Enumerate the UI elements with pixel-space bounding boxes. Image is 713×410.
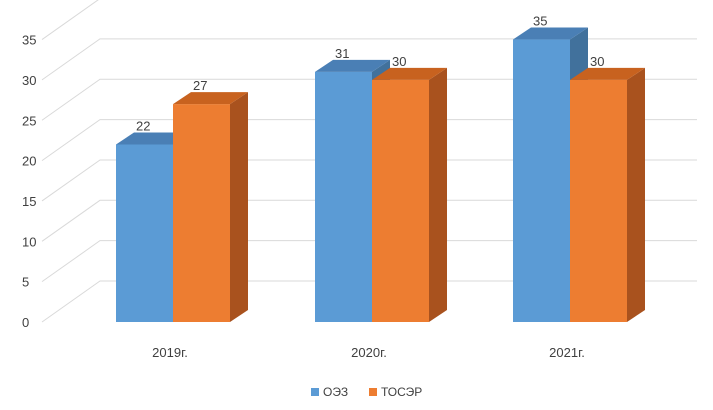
bar-front <box>513 39 570 323</box>
data-label: 31 <box>335 46 349 61</box>
grid-lines <box>41 0 697 323</box>
legend-swatch <box>369 388 377 396</box>
y-tick-label: 5 <box>22 275 29 290</box>
bar: 30 <box>570 54 645 323</box>
gridline <box>41 38 697 81</box>
gridline <box>41 240 697 283</box>
bar-front <box>372 79 429 323</box>
bar-top <box>116 132 191 145</box>
bar-top <box>173 92 248 105</box>
gridline <box>41 0 99 40</box>
x-axis: 2019г. 2020г. 2021г. <box>152 345 585 360</box>
x-tick-label: 2020г. <box>351 345 387 360</box>
legend-item: ОЭЗ <box>311 385 348 399</box>
bars: 22 27 31 30 35 30 <box>116 14 645 323</box>
bar-top <box>513 27 588 40</box>
bar-front <box>116 144 173 322</box>
bar: 30 <box>372 54 447 323</box>
legend-item: ТОСЭР <box>369 385 422 399</box>
data-label: 27 <box>193 78 207 93</box>
gridline <box>41 199 697 242</box>
y-tick-label: 20 <box>22 154 36 169</box>
gridline <box>41 78 697 121</box>
y-tick-label: 15 <box>22 194 36 209</box>
legend: ОЭЗ ТОСЭР <box>311 385 422 399</box>
data-label: 30 <box>590 54 604 69</box>
gridline <box>41 119 697 162</box>
y-axis: 0 5 10 15 20 25 30 35 <box>22 33 36 330</box>
legend-label: ОЭЗ <box>323 385 348 399</box>
gridline <box>41 159 697 202</box>
bar-side <box>230 92 248 322</box>
bar-top <box>315 59 390 72</box>
data-label: 35 <box>533 14 547 29</box>
bar-front <box>315 71 372 322</box>
y-tick-label: 30 <box>22 73 36 88</box>
data-label: 22 <box>136 118 150 133</box>
y-tick-label: 35 <box>22 33 36 48</box>
y-tick-label: 25 <box>22 113 36 128</box>
bar-side <box>429 67 447 323</box>
bar-front <box>570 79 627 323</box>
gridline <box>41 280 697 323</box>
bar-top <box>570 67 645 80</box>
data-label: 30 <box>392 54 406 69</box>
bar-side <box>627 67 645 323</box>
y-tick-label: 0 <box>22 315 29 330</box>
x-tick-label: 2019г. <box>152 345 188 360</box>
y-tick-label: 10 <box>22 234 36 249</box>
bar: 27 <box>173 78 248 322</box>
x-tick-label: 2021г. <box>549 345 585 360</box>
legend-label: ТОСЭР <box>381 385 422 399</box>
bar-front <box>173 104 230 322</box>
bar-top <box>372 67 447 80</box>
legend-swatch <box>311 388 319 396</box>
